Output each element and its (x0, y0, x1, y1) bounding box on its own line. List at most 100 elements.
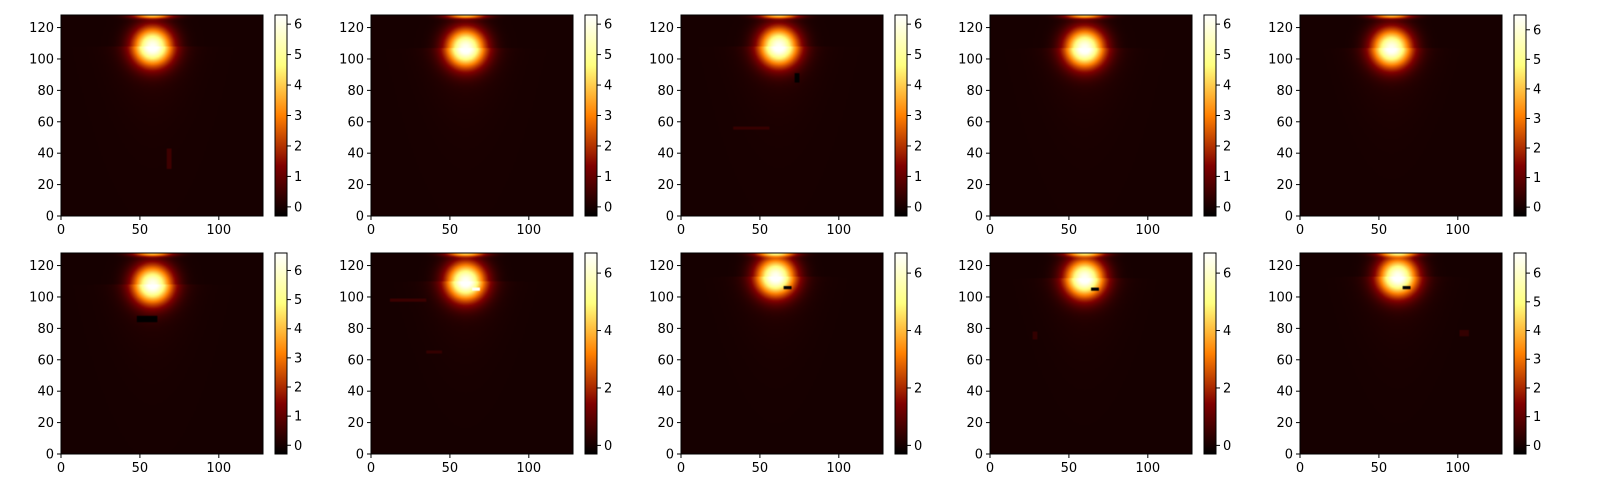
y-tick-label: 0 (1285, 210, 1293, 225)
colorbar-tick-label: 2 (1223, 381, 1231, 396)
x-tick-label: 50 (132, 223, 149, 238)
heatmap-image (61, 253, 263, 454)
colorbar-tick-label: 3 (1533, 353, 1541, 368)
colorbar-tick-label: 4 (604, 79, 612, 94)
y-tick-label: 100 (339, 290, 364, 305)
colorbar (275, 253, 287, 454)
axes-frame (370, 252, 574, 455)
axes-frame (60, 252, 264, 455)
colorbar-tick-label: 1 (294, 410, 302, 425)
colorbar-tick-label: 5 (604, 48, 612, 63)
y-tick-label: 80 (37, 84, 54, 99)
colorbar (1204, 15, 1216, 216)
colorbar-tick-label: 0 (1223, 200, 1231, 215)
colorbar (895, 15, 907, 216)
y-tick-label: 80 (966, 84, 983, 99)
colorbar-frame (894, 252, 908, 455)
colorbar-tick-label: 4 (914, 79, 922, 94)
colorbar-tick-label: 4 (1533, 82, 1541, 97)
x-tick-label: 0 (57, 461, 65, 476)
y-tick-label: 120 (649, 259, 674, 274)
y-tick-label: 40 (347, 385, 364, 400)
colorbar-tick-label: 4 (914, 324, 922, 339)
colorbar-tick-label: 0 (604, 200, 612, 215)
colorbar-tick-label: 6 (914, 267, 922, 282)
x-tick-label: 0 (986, 223, 994, 238)
x-tick-label: 100 (206, 461, 231, 476)
y-tick-label: 40 (657, 147, 674, 162)
y-tick-label: 20 (347, 416, 364, 431)
y-tick-label: 100 (958, 52, 983, 67)
colorbar-tick-label: 6 (604, 18, 612, 33)
y-tick-label: 120 (339, 21, 364, 36)
colorbar (275, 15, 287, 216)
heatmap-image (990, 253, 1192, 454)
colorbar-tick-label: 4 (1223, 79, 1231, 94)
heatmap-panel: 0 50 100 0 20 40 60 80 100 120 0 1 2 3 4 5 6 (649, 14, 922, 238)
colorbar-tick-label: 6 (1533, 23, 1541, 38)
y-tick-label: 20 (37, 178, 54, 193)
x-tick-label: 0 (367, 461, 375, 476)
y-tick-label: 100 (29, 52, 54, 67)
colorbar-tick-label: 3 (1533, 112, 1541, 127)
colorbar-tick-label: 2 (294, 381, 302, 396)
y-tick-label: 20 (1276, 178, 1293, 193)
y-tick-label: 40 (966, 147, 983, 162)
y-tick-label: 60 (347, 115, 364, 130)
colorbar (585, 253, 597, 454)
colorbar-frame (1513, 14, 1527, 217)
x-tick-label: 50 (752, 223, 769, 238)
colorbar-tick-label: 5 (914, 48, 922, 63)
x-tick-label: 50 (442, 223, 459, 238)
y-tick-label: 80 (347, 84, 364, 99)
axes-frame (680, 14, 884, 217)
colorbar-tick-label: 2 (914, 381, 922, 396)
colorbar-tick-label: 4 (294, 79, 302, 94)
x-tick-label: 100 (1135, 461, 1160, 476)
y-tick-label: 100 (958, 290, 983, 305)
colorbar-tick-label: 2 (1533, 142, 1541, 157)
y-tick-label: 120 (1268, 21, 1293, 36)
x-tick-label: 50 (132, 461, 149, 476)
heatmap-panel: 0 50 100 0 20 40 60 80 100 120 0 1 2 3 4 5 6 (1268, 252, 1541, 476)
heatmap-image (371, 253, 573, 454)
heatmap-panel: 0 50 100 0 20 40 60 80 100 120 0 1 2 3 4 5 6 (29, 14, 302, 238)
heatmap-panel: 0 50 100 0 20 40 60 80 100 120 0 1 2 3 4 5 6 (339, 14, 612, 238)
y-tick-label: 60 (1276, 115, 1293, 130)
y-tick-label: 20 (37, 416, 54, 431)
axes-frame (989, 14, 1193, 217)
y-tick-label: 0 (666, 210, 674, 225)
colorbar-tick-label: 1 (1533, 171, 1541, 186)
colorbar-tick-label: 2 (604, 381, 612, 396)
y-tick-label: 120 (958, 259, 983, 274)
y-tick-label: 120 (29, 21, 54, 36)
heatmap-panel: 0 50 100 0 20 40 60 80 100 120 0 1 2 3 4 5 6 (958, 14, 1231, 238)
colorbar-tick-label: 5 (1533, 53, 1541, 68)
axes-frame (680, 252, 884, 455)
y-tick-label: 40 (966, 385, 983, 400)
colorbar-tick-label: 6 (294, 264, 302, 279)
colorbar-frame (274, 252, 288, 455)
colorbar-tick-label: 0 (294, 200, 302, 215)
x-tick-label: 0 (1296, 223, 1304, 238)
colorbar-tick-label: 5 (294, 293, 302, 308)
y-tick-label: 60 (1276, 353, 1293, 368)
x-tick-label: 50 (1061, 461, 1078, 476)
colorbar-tick-label: 0 (1223, 439, 1231, 454)
colorbar-tick-label: 4 (1223, 324, 1231, 339)
heatmap-panel: 0 50 100 0 20 40 60 80 100 120 0 2 4 6 (339, 252, 612, 476)
x-tick-label: 50 (1371, 461, 1388, 476)
colorbar-tick-label: 0 (1533, 201, 1541, 216)
colorbar-tick-label: 3 (1223, 109, 1231, 124)
colorbar-tick-label: 6 (1223, 267, 1231, 282)
colorbar-tick-label: 1 (1533, 410, 1541, 425)
colorbar-tick-label: 4 (1533, 324, 1541, 339)
x-tick-label: 100 (1135, 223, 1160, 238)
colorbar (585, 15, 597, 216)
x-tick-label: 100 (206, 223, 231, 238)
colorbar-tick-label: 0 (914, 439, 922, 454)
colorbar-tick-label: 6 (294, 18, 302, 33)
x-tick-label: 0 (367, 223, 375, 238)
colorbar (1514, 15, 1526, 216)
